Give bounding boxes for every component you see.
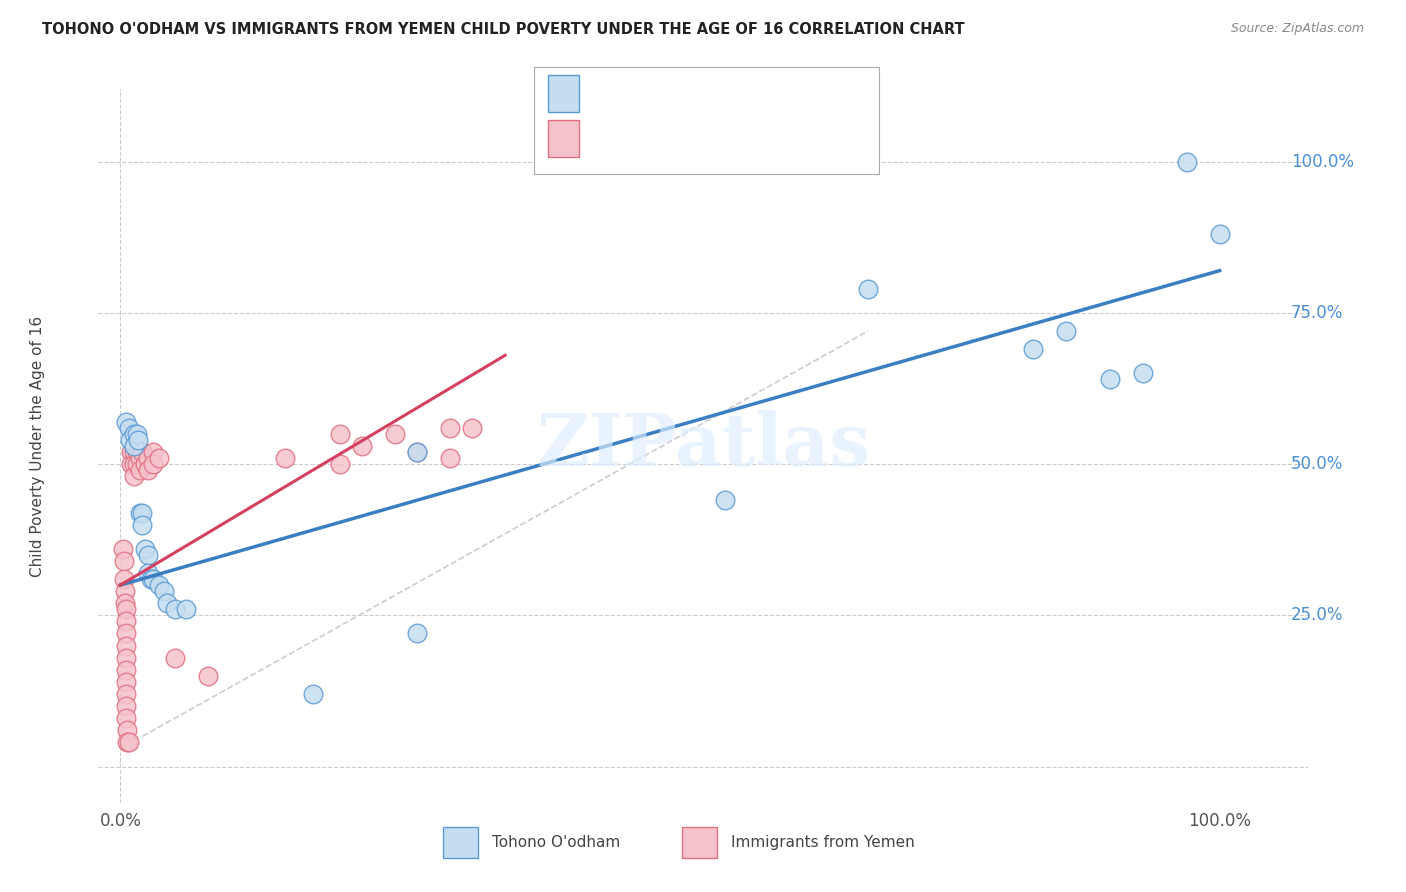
- Point: [129, 463, 152, 477]
- Text: R = 0.687   N = 26: R = 0.687 N = 26: [593, 85, 778, 103]
- Text: 75.0%: 75.0%: [1291, 304, 1344, 322]
- Point: [125, 457, 148, 471]
- Point: [165, 650, 187, 665]
- Point: [1208, 227, 1230, 242]
- Text: TOHONO O'ODHAM VS IMMIGRANTS FROM YEMEN CHILD POVERTY UNDER THE AGE OF 16 CORREL: TOHONO O'ODHAM VS IMMIGRANTS FROM YEMEN …: [42, 22, 965, 37]
- Point: [406, 445, 429, 459]
- Point: [120, 457, 142, 471]
- Point: [136, 566, 159, 580]
- Point: [142, 457, 165, 471]
- Point: [1022, 343, 1045, 357]
- Point: [352, 439, 374, 453]
- Point: [274, 451, 297, 466]
- Point: [714, 493, 737, 508]
- Point: [115, 723, 138, 738]
- Point: [301, 687, 323, 701]
- Point: [122, 457, 145, 471]
- Point: [118, 735, 141, 749]
- Point: [115, 663, 138, 677]
- Point: [439, 451, 461, 466]
- Point: [115, 735, 138, 749]
- Text: 25.0%: 25.0%: [1291, 607, 1344, 624]
- Point: [120, 433, 142, 447]
- Text: Tohono O'odham: Tohono O'odham: [492, 835, 620, 850]
- Point: [439, 421, 461, 435]
- Point: [118, 421, 141, 435]
- Point: [115, 711, 138, 725]
- Point: [125, 445, 148, 459]
- Point: [122, 439, 145, 453]
- Point: [856, 282, 879, 296]
- Text: Child Poverty Under the Age of 16: Child Poverty Under the Age of 16: [31, 316, 45, 576]
- Point: [111, 541, 134, 556]
- Point: [115, 639, 138, 653]
- Text: R = 0.506   N = 47: R = 0.506 N = 47: [593, 129, 778, 147]
- Text: ZIPatlas: ZIPatlas: [536, 410, 870, 482]
- Point: [114, 584, 136, 599]
- Point: [197, 669, 219, 683]
- Point: [115, 687, 138, 701]
- Point: [148, 451, 170, 466]
- Point: [165, 602, 187, 616]
- Point: [112, 554, 135, 568]
- Point: [122, 426, 145, 441]
- Point: [155, 596, 177, 610]
- Point: [136, 548, 159, 562]
- Point: [115, 626, 138, 640]
- Text: Source: ZipAtlas.com: Source: ZipAtlas.com: [1230, 22, 1364, 36]
- Point: [142, 445, 165, 459]
- Point: [1132, 367, 1154, 381]
- Point: [329, 426, 352, 441]
- Point: [120, 445, 142, 459]
- Point: [115, 602, 138, 616]
- Point: [129, 506, 152, 520]
- Text: 100.0%: 100.0%: [1188, 812, 1251, 830]
- Point: [153, 584, 176, 599]
- Point: [114, 596, 136, 610]
- Point: [131, 517, 153, 532]
- Point: [136, 463, 159, 477]
- Point: [134, 541, 156, 556]
- Point: [112, 572, 135, 586]
- Point: [384, 426, 406, 441]
- Point: [406, 445, 429, 459]
- Point: [134, 457, 156, 471]
- Point: [115, 615, 138, 629]
- Point: [115, 415, 138, 429]
- Point: [115, 650, 138, 665]
- Point: [115, 674, 138, 689]
- Point: [142, 572, 165, 586]
- Point: [406, 626, 429, 640]
- Point: [125, 426, 148, 441]
- Point: [131, 445, 153, 459]
- Point: [127, 433, 149, 447]
- Point: [131, 506, 153, 520]
- Text: 50.0%: 50.0%: [1291, 455, 1344, 473]
- Point: [1098, 372, 1121, 386]
- Point: [1054, 324, 1077, 338]
- Point: [1175, 154, 1198, 169]
- Text: 100.0%: 100.0%: [1291, 153, 1354, 170]
- Point: [329, 457, 352, 471]
- Point: [176, 602, 198, 616]
- Point: [122, 445, 145, 459]
- Point: [461, 421, 484, 435]
- Point: [122, 469, 145, 483]
- Text: Immigrants from Yemen: Immigrants from Yemen: [731, 835, 915, 850]
- Point: [141, 572, 163, 586]
- Point: [129, 451, 152, 466]
- Point: [115, 699, 138, 714]
- Text: 0.0%: 0.0%: [100, 812, 142, 830]
- Point: [148, 578, 170, 592]
- Point: [136, 451, 159, 466]
